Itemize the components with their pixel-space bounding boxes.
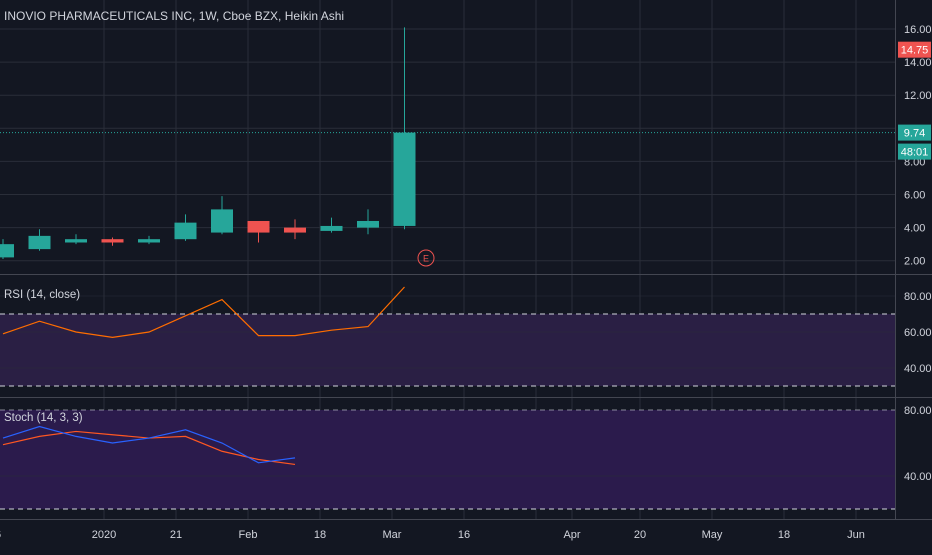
candle-body [0, 244, 14, 258]
price-badge: 14.75 [898, 41, 931, 58]
stoch-k-line [2, 425, 296, 464]
rsi-tick-label: 80.00 [904, 291, 932, 303]
price-badge-label: 14.75 [901, 45, 929, 57]
price-tick-label: 2.00 [904, 256, 925, 268]
candle-body [320, 225, 343, 231]
rsi-line [2, 286, 405, 339]
price-badge-bg [898, 124, 931, 141]
stoch-legend-label[interactable]: Stoch (14, 3, 3) [4, 412, 83, 424]
candle-body [211, 209, 233, 233]
stoch-tick-label: 80.00 [904, 405, 932, 417]
candle-body [138, 239, 160, 243]
candle-body [101, 239, 124, 243]
rsi-legend-label[interactable]: RSI (14, close) [4, 289, 81, 301]
candlestick-series: E [0, 27, 895, 267]
time-tick-label: Apr [563, 529, 580, 541]
time-axis: 6 2020 21 Feb 18 Mar 16 Apr 20 May 18 Jun [0, 529, 865, 541]
price-badge: 9.74 [898, 124, 931, 141]
candle-body [247, 220, 270, 233]
price-tick-label: 16.00 [904, 24, 932, 36]
price-badge-label: 9.74 [904, 128, 925, 140]
candle-body [28, 235, 51, 250]
price-tick-label: 4.00 [904, 223, 925, 235]
candle-body [174, 222, 197, 240]
price-badge-bg [898, 41, 931, 58]
time-tick-label: Mar [383, 529, 402, 541]
time-tick-label: 18 [314, 529, 326, 541]
price-badge-bg [898, 143, 931, 160]
time-tick-label: 20 [634, 529, 646, 541]
rsi-tick-label: 60.00 [904, 327, 932, 339]
stoch-band-fill [0, 410, 895, 509]
rsi-band-fill [0, 314, 895, 386]
price-tick-label: 6.00 [904, 190, 925, 202]
grid-lines [0, 0, 932, 520]
time-tick-label: 16 [458, 529, 470, 541]
candle-body [393, 132, 416, 226]
price-axis: 2.004.006.008.0010.0012.0014.0016.0040.0… [898, 24, 932, 483]
chart-title: INOVIO PHARMACEUTICALS INC, 1W, Cboe BZX… [4, 9, 345, 23]
time-tick-label: Feb [239, 529, 258, 541]
time-tick-label: May [702, 529, 723, 541]
earnings-marker [417, 249, 435, 267]
rsi-tick-label: 40.00 [904, 363, 932, 375]
price-badge-label: 48:01 [901, 147, 929, 159]
stoch-tick-label: 40.00 [904, 471, 932, 483]
price-tick-label: 14.00 [904, 57, 932, 69]
price-badge: 48:01 [898, 143, 931, 160]
time-tick-label: 18 [778, 529, 790, 541]
price-tick-label: 12.00 [904, 90, 932, 102]
candle-body [65, 239, 87, 243]
time-tick-label: 6 [0, 529, 1, 541]
time-tick-label: Jun [847, 529, 865, 541]
earnings-marker-label: E [423, 254, 429, 264]
indicator-bands [0, 295, 895, 510]
time-tick-label: 21 [170, 529, 182, 541]
time-tick-label: 2020 [92, 529, 116, 541]
candle-body [284, 227, 306, 233]
candle-body [357, 220, 379, 228]
indicator-lines [2, 286, 405, 466]
